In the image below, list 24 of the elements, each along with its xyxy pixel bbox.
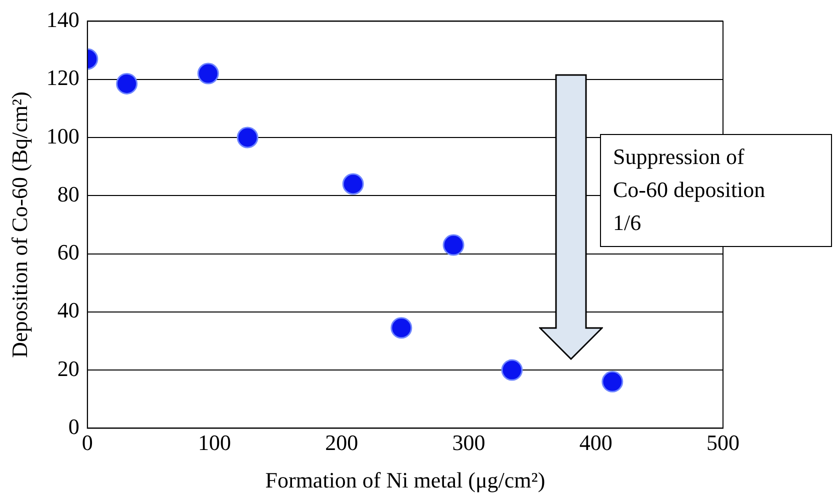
- x-tick-label: 300: [452, 430, 486, 456]
- y-tick-label: 140: [46, 6, 80, 32]
- point: [390, 317, 412, 339]
- point: [197, 62, 219, 84]
- x-tick-label: 500: [706, 430, 740, 456]
- point: [342, 173, 364, 195]
- point: [442, 234, 464, 256]
- y-tick-label: 80: [57, 181, 80, 206]
- y-axis-title: Deposition of Co-60 (Bq/cm²): [6, 92, 32, 358]
- y-tick-label: 100: [46, 123, 80, 148]
- y-tick-label: 120: [46, 65, 80, 90]
- y-tick-label: 0: [68, 414, 80, 439]
- annotation: Suppression of Co-60 deposition 1/6: [613, 143, 766, 237]
- x-tick-label: 200: [325, 430, 358, 456]
- x-tick-label: 400: [579, 430, 612, 456]
- point: [116, 72, 138, 94]
- y-tick-label: 60: [57, 240, 80, 265]
- point: [501, 359, 523, 381]
- y-tick-label: 20: [57, 356, 80, 381]
- point: [236, 126, 258, 148]
- point: [602, 370, 624, 392]
- x-axis-title: Formation of Ni metal (μg/cm²): [265, 468, 546, 493]
- x-tick-label: 100: [198, 430, 232, 456]
- y-tick-label: 40: [57, 298, 80, 323]
